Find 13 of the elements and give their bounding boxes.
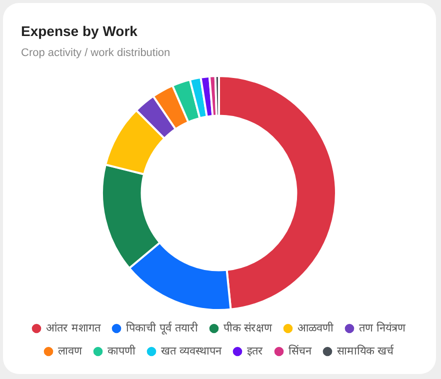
legend-label: सिंचन xyxy=(288,344,312,358)
legend-label: तण नियंत्रण xyxy=(358,321,406,334)
chart-title: Expense by Work xyxy=(21,23,138,39)
legend-label: इतर xyxy=(247,344,263,358)
legend-label: पिकाची पूर्व तयारी xyxy=(126,321,198,336)
legend-label: पीक संरक्षण xyxy=(224,321,273,334)
legend-label: कापणी xyxy=(108,344,136,358)
legend-label: आळवणी xyxy=(297,321,334,334)
legend-label: आंतर मशागत xyxy=(46,321,102,334)
chart-subtitle: Crop activity / work distribution xyxy=(21,47,170,59)
legend-label: लावण xyxy=(58,344,84,358)
legend-label: खत व्यवस्थापन xyxy=(161,344,222,358)
legend-label: सामायिक खर्च xyxy=(337,344,394,358)
